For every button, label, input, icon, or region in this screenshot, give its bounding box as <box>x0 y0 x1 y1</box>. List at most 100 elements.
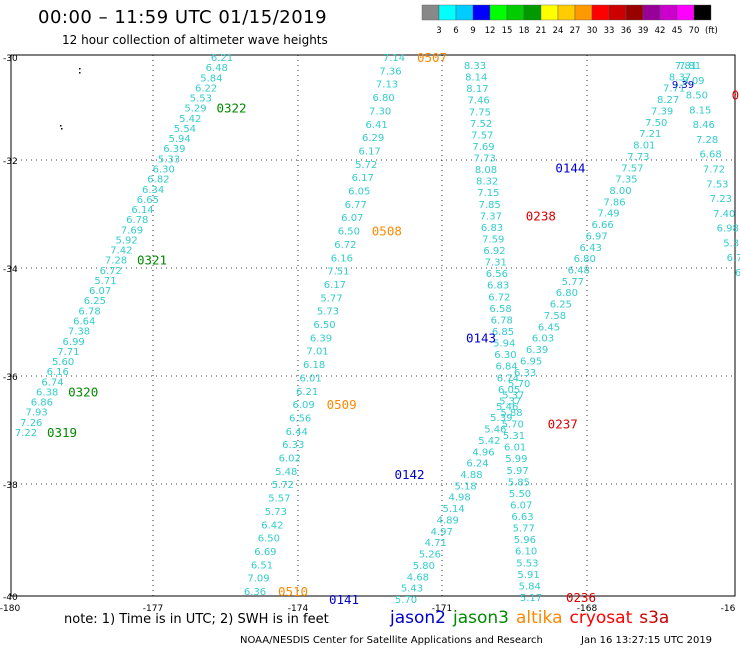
wave-height-label: 5.54 <box>174 124 196 135</box>
wave-height-label: 5.96 <box>514 535 536 546</box>
wave-height-label: 5.29 <box>184 104 206 115</box>
wave-height-label: 6.21 <box>211 53 233 64</box>
wave-height-label: 7.38 <box>68 327 90 338</box>
wave-height-label: 6.05 <box>348 187 370 198</box>
colorbar-label: 21 <box>536 26 547 36</box>
colorbar-label: 18 <box>519 26 530 36</box>
wave-height-label: 6.38 <box>36 387 58 398</box>
wave-height-label: 6.33 <box>282 440 304 451</box>
ground-track: 7.81 8.09 8.50 8.15 8.46 7.28 6.68 7.72 7.53 7.23… <box>679 61 740 279</box>
colorbar-label: 3 <box>436 26 441 36</box>
colorbar-swatch <box>642 4 661 21</box>
pass-time-label: 0322 <box>216 101 246 116</box>
wave-height-label: 5.70 <box>395 595 417 606</box>
wave-height-label: 7.50 <box>645 118 667 129</box>
wave-height-label: 5.33 <box>158 154 180 165</box>
wave-height-label: 6.18 <box>303 360 325 371</box>
wave-height-label: 6.80 <box>556 288 578 299</box>
wave-height-label: 6.42 <box>261 520 283 531</box>
colorbar-label: 15 <box>502 26 513 36</box>
wave-height-label: 6.17 <box>324 280 346 291</box>
wave-height-label: 5.70 <box>502 420 524 431</box>
colorbar-label: 9 <box>470 26 475 36</box>
wave-height-label: 5.57 <box>268 494 290 505</box>
colorbar-swatch <box>608 4 627 21</box>
ground-track: 9.39 <box>672 80 694 91</box>
wave-height-label: 7.26 <box>20 418 42 429</box>
lon-tick-label: -168 <box>577 604 598 614</box>
wave-height-label: 7.86 <box>603 197 625 208</box>
wave-height-label: 5.37 <box>502 390 524 401</box>
wave-height-label: 6.48 <box>568 266 590 277</box>
colorbar-swatch <box>591 4 610 21</box>
lon-tick-label: -174 <box>288 604 309 614</box>
pass-time-label: 0142 <box>394 467 424 482</box>
wave-height-label: 6.77 <box>345 200 367 211</box>
wave-height-label: 5.84 <box>519 581 541 592</box>
wave-height-label: 5.46 <box>496 402 518 413</box>
wave-height-label: 5.91 <box>517 570 539 581</box>
wave-height-label: 7.35 <box>615 175 637 186</box>
wave-height-label: 6.03 <box>532 334 554 345</box>
wave-height-label: 5.43 <box>401 584 423 595</box>
wave-height-label: 7.73 <box>474 154 496 165</box>
wave-height-label: 6.34 <box>142 185 164 196</box>
wave-height-label: 5.46 <box>484 425 506 436</box>
wave-height-label: 6.17 <box>352 173 374 184</box>
wave-height-label: 8.50 <box>686 91 708 102</box>
wave-height-label: 5.42 <box>179 114 201 125</box>
wave-height-label: 6.80 <box>372 93 394 104</box>
lat-tick-label: -40 <box>3 593 18 603</box>
wave-height-label: 7.53 <box>706 179 728 190</box>
colorbar-swatch <box>574 4 593 21</box>
wave-height-label: 5.88 <box>500 408 522 419</box>
wave-height-label: 5.39 <box>490 413 512 424</box>
wave-height-label: 6.84 <box>496 362 518 373</box>
wave-height-label: 5.97 <box>506 466 528 477</box>
wave-height-label: 6.66 <box>591 220 613 231</box>
legend-item-jason3: jason3 <box>453 608 509 628</box>
wave-height-label: 6.51 <box>251 560 273 571</box>
pass-time-label: 0141 <box>329 592 359 607</box>
wave-height-label: 7.39 <box>651 106 673 117</box>
wave-height-label: 6.33 <box>514 368 536 379</box>
wave-height-label: 6.44 <box>286 427 308 438</box>
wave-height-label: 7.37 <box>480 211 502 222</box>
wave-height-label: 7.81 <box>679 61 701 72</box>
wave-height-label: 5.94 <box>168 134 190 145</box>
lon-tick-label: -16 <box>721 604 736 614</box>
wave-height-label: 5.85 <box>508 477 530 488</box>
wave-height-label: 6.82 <box>147 175 169 186</box>
wave-height-label: 7.69 <box>472 142 494 153</box>
colorbar-label: 27 <box>570 26 581 36</box>
lat-tick-label: -36 <box>3 373 18 383</box>
wave-height-label: 7.52 <box>470 119 492 130</box>
wave-height-label: 5.37 <box>499 396 521 407</box>
wave-height-label: 6.24 <box>466 459 488 470</box>
wave-height-label: 5.77 <box>513 524 535 535</box>
colorbar-label: 6 <box>453 26 458 36</box>
page-subtitle: 12 hour collection of altimeter wave hei… <box>62 33 328 47</box>
pass-time-label: 0144 <box>555 160 585 175</box>
wave-height-label: 6.7 <box>727 253 740 264</box>
wave-height-label: 6.64 <box>73 317 95 328</box>
lat-tick-label: -30 <box>3 54 18 64</box>
colorbar-label: 70 <box>689 26 700 36</box>
map-frame <box>10 54 736 597</box>
wave-height-label: 7.81 <box>675 61 697 72</box>
wave-height-label: 6.09 <box>293 400 315 411</box>
wave-height-label: 5.80 <box>413 561 435 572</box>
wave-height-label: 6.45 <box>538 322 560 333</box>
map-speck <box>60 125 62 127</box>
colorbar-swatch <box>489 4 508 21</box>
ground-track: 8.338.148.177.467.757.527.577.697.738.08… <box>464 61 596 605</box>
wave-height-label: 5.73 <box>265 507 287 518</box>
pass-time-label: 092 <box>732 88 740 103</box>
wave-height-label: 6.25 <box>550 300 572 311</box>
wave-height-label: 7.51 <box>327 267 349 278</box>
wave-height-label: 5.3 <box>723 238 739 249</box>
wave-height-label: 6.36 <box>244 587 266 598</box>
wave-height-label: 5.84 <box>200 73 222 84</box>
wave-height-label: 6.30 <box>494 350 516 361</box>
